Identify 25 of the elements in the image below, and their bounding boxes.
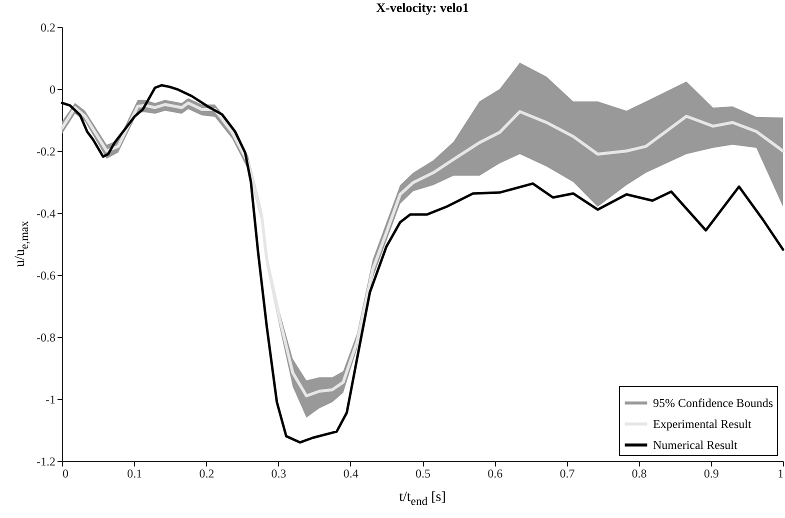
legend-label: Experimental Result (653, 417, 752, 431)
line-series (60, 101, 784, 398)
x-tick-label: 0.9 (704, 466, 719, 480)
y-tick-label: -0.2 (36, 144, 56, 158)
y-tick-label: -0.6 (36, 268, 56, 282)
y-tick-label: 0.2 (40, 20, 56, 34)
y-tick-label: -0.4 (36, 206, 56, 220)
x-tick-label: 1 (778, 466, 784, 480)
x-tick-label: 0.3 (271, 466, 286, 480)
x-tick-label: 0.1 (127, 466, 142, 480)
y-tick-label: -0.8 (36, 330, 56, 344)
x-tick-label: 0.7 (560, 466, 575, 480)
legend-label: Numerical Result (653, 438, 738, 452)
x-tick-label: 0.6 (488, 466, 503, 480)
x-tick-label: 0.8 (632, 466, 647, 480)
x-tick-label: 0.4 (343, 466, 358, 480)
x-tick-label: 0.2 (199, 466, 214, 480)
annotation: 95% Confidence Bounds (653, 396, 774, 410)
y-tick-label: 0 (50, 82, 56, 96)
y-tick-label: -1.2 (36, 454, 56, 468)
chart-title: X-velocity: velo1 (376, 0, 469, 15)
y-tick-label: -1 (46, 392, 56, 406)
x-tick-label: 0.5 (416, 466, 430, 480)
x-tick-label: 0 (62, 466, 68, 480)
x-axis-title: t/t$_{end}$ [s] (398, 490, 447, 508)
